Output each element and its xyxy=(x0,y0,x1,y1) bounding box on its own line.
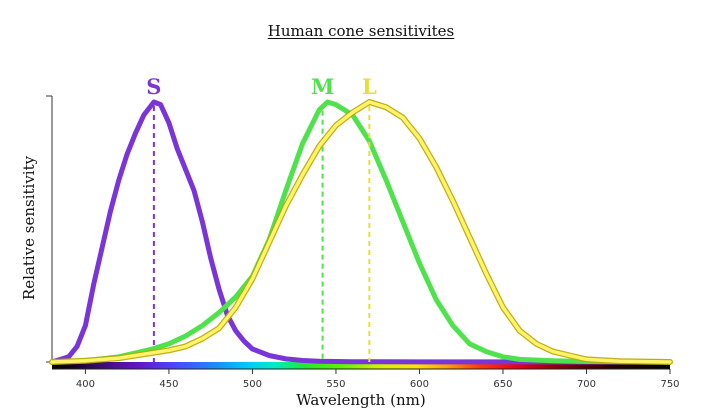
x-tick-label: 550 xyxy=(326,379,345,390)
x-tick-label: 600 xyxy=(410,379,429,390)
series-l-label: L xyxy=(362,74,377,99)
series-m-label: M xyxy=(311,74,334,99)
y-axis-label: Relative sensitivity xyxy=(20,155,38,300)
series-s-label: S xyxy=(146,74,161,99)
series-m-line xyxy=(49,99,673,365)
x-tick-label: 750 xyxy=(660,379,679,390)
x-axis-label: Wavelength (nm) xyxy=(296,391,425,409)
series-l-line xyxy=(49,99,673,365)
series-s-line xyxy=(49,99,673,365)
x-tick-label: 400 xyxy=(76,379,95,390)
chart-title: Human cone sensitivites xyxy=(267,22,455,40)
x-tick-label: 700 xyxy=(577,379,596,390)
x-tick-label: 450 xyxy=(159,379,178,390)
series-l-highlight-line xyxy=(50,100,672,364)
x-tick-label: 500 xyxy=(243,379,262,390)
x-tick-label: 650 xyxy=(493,379,512,390)
spectrum-bar xyxy=(52,362,670,369)
